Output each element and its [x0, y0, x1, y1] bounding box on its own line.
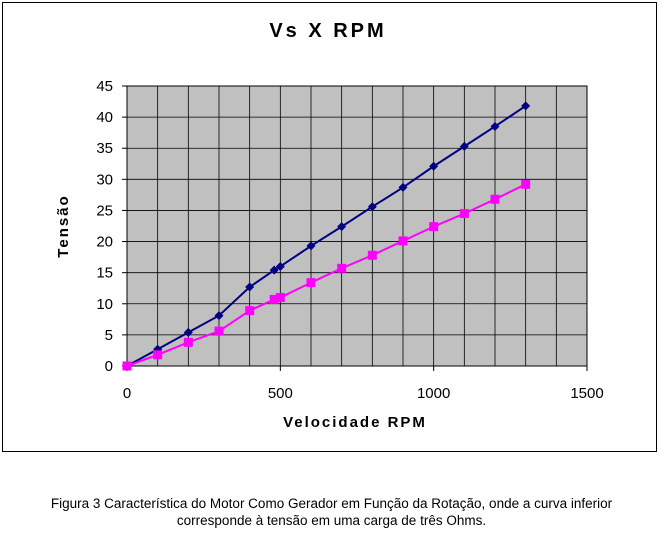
series-2-point — [459, 209, 469, 219]
series-1-point — [429, 161, 439, 171]
series-2-point — [153, 350, 163, 360]
chart-frame: Vs X RPM Velocidade RPM Tensão 0 5 10 15 20 2… — [2, 2, 657, 452]
series-2-point — [490, 194, 500, 204]
series-2-point — [429, 222, 439, 232]
y-tick-label: 15 — [96, 265, 113, 282]
caption-line-1: Figura 3 Característica do Motor Como Ge… — [50, 496, 613, 511]
plot-border — [126, 85, 588, 367]
series-2-point — [521, 179, 531, 189]
series-2-point — [337, 263, 347, 273]
figure-caption: Figura 3 Característica do Motor Como Ge… — [0, 495, 663, 529]
series-1-point — [183, 327, 193, 337]
series-1-point — [214, 311, 224, 321]
y-tick-label: 30 — [96, 171, 113, 188]
x-tick-label: 0 — [123, 385, 131, 402]
y-tick-label: 5 — [105, 327, 113, 344]
series-1-point — [398, 182, 408, 192]
plot-area — [127, 86, 587, 366]
series-2-point — [367, 250, 377, 260]
series-2-point — [122, 361, 132, 371]
series-2-point — [183, 337, 193, 347]
y-tick-label: 25 — [96, 202, 113, 219]
y-tick-label: 10 — [96, 296, 113, 313]
x-axis-label: Velocidade RPM — [283, 414, 427, 431]
y-tick-label: 40 — [96, 109, 113, 126]
series-2-point — [245, 306, 255, 316]
y-tick-label: 20 — [96, 234, 113, 251]
chart-title: Vs X RPM — [269, 20, 386, 42]
caption-line-2: corresponde à tensão em uma carga de trê… — [176, 513, 487, 528]
series-2-point — [306, 278, 316, 288]
y-tick-label: 0 — [105, 358, 113, 375]
y-tick-label: 45 — [96, 78, 113, 95]
series-2-point — [214, 326, 224, 336]
y-axis-label: Tensão — [55, 194, 72, 257]
x-tick-label: 1000 — [417, 385, 450, 402]
series-1-point — [459, 141, 469, 151]
series-1-point — [521, 101, 531, 111]
series-2-point — [275, 293, 285, 303]
series-2-point — [269, 294, 279, 304]
series-1-point — [367, 202, 377, 212]
series-1-point — [490, 121, 500, 131]
y-tick-label: 35 — [96, 140, 113, 157]
series-2-point — [398, 236, 408, 246]
series-1-point — [275, 261, 285, 271]
chart: Vs X RPM Velocidade RPM Tensão 0 5 10 15 20 2… — [55, 20, 604, 431]
series-1-point — [245, 282, 255, 292]
x-tick-label: 1500 — [570, 385, 603, 402]
series-1-point — [337, 222, 347, 232]
series-1-point — [269, 265, 279, 275]
series-1-point — [306, 241, 316, 251]
x-tick-label: 500 — [268, 385, 293, 402]
